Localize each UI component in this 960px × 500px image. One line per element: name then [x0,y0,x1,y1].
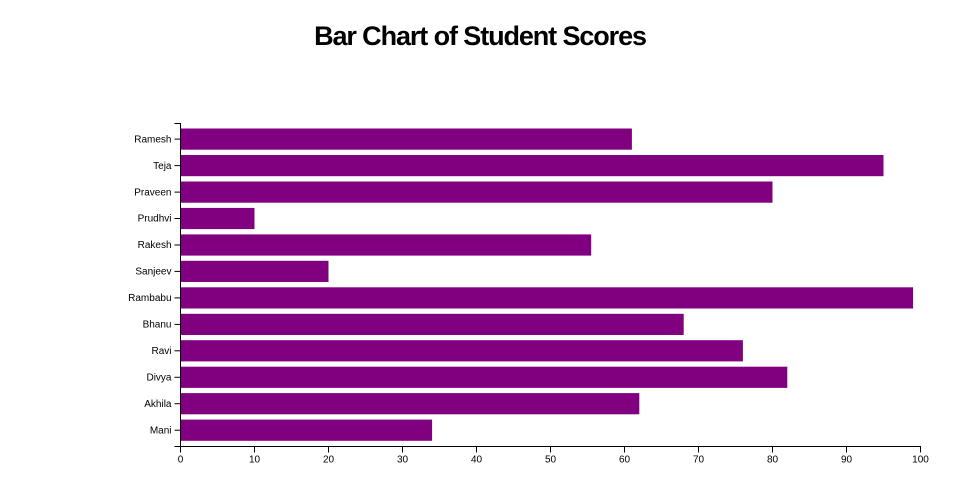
svg-text:20: 20 [323,455,335,466]
svg-text:Bhanu: Bhanu [143,320,172,331]
svg-text:50: 50 [545,455,557,466]
svg-text:Ravi: Ravi [151,346,171,357]
svg-text:60: 60 [619,455,631,466]
svg-text:70: 70 [693,455,705,466]
svg-text:Rambabu: Rambabu [128,293,171,304]
svg-text:30: 30 [397,455,409,466]
svg-text:Mani: Mani [150,425,172,436]
svg-text:90: 90 [841,455,853,466]
svg-text:Divya: Divya [146,373,171,384]
svg-text:Teja: Teja [153,161,172,172]
svg-text:0: 0 [178,455,184,466]
svg-text:Rakesh: Rakesh [138,240,172,251]
svg-text:40: 40 [471,455,483,466]
svg-text:Ramesh: Ramesh [134,134,171,145]
svg-text:100: 100 [912,455,929,466]
svg-text:Bar Chart of Student Scores: Bar Chart of Student Scores [314,21,646,51]
svg-text:80: 80 [767,455,779,466]
svg-text:Prudhvi: Prudhvi [138,214,172,225]
svg-text:Akhila: Akhila [144,399,172,410]
svg-text:Praveen: Praveen [134,187,171,198]
svg-text:10: 10 [249,455,261,466]
svg-text:Sanjeev: Sanjeev [135,267,171,278]
